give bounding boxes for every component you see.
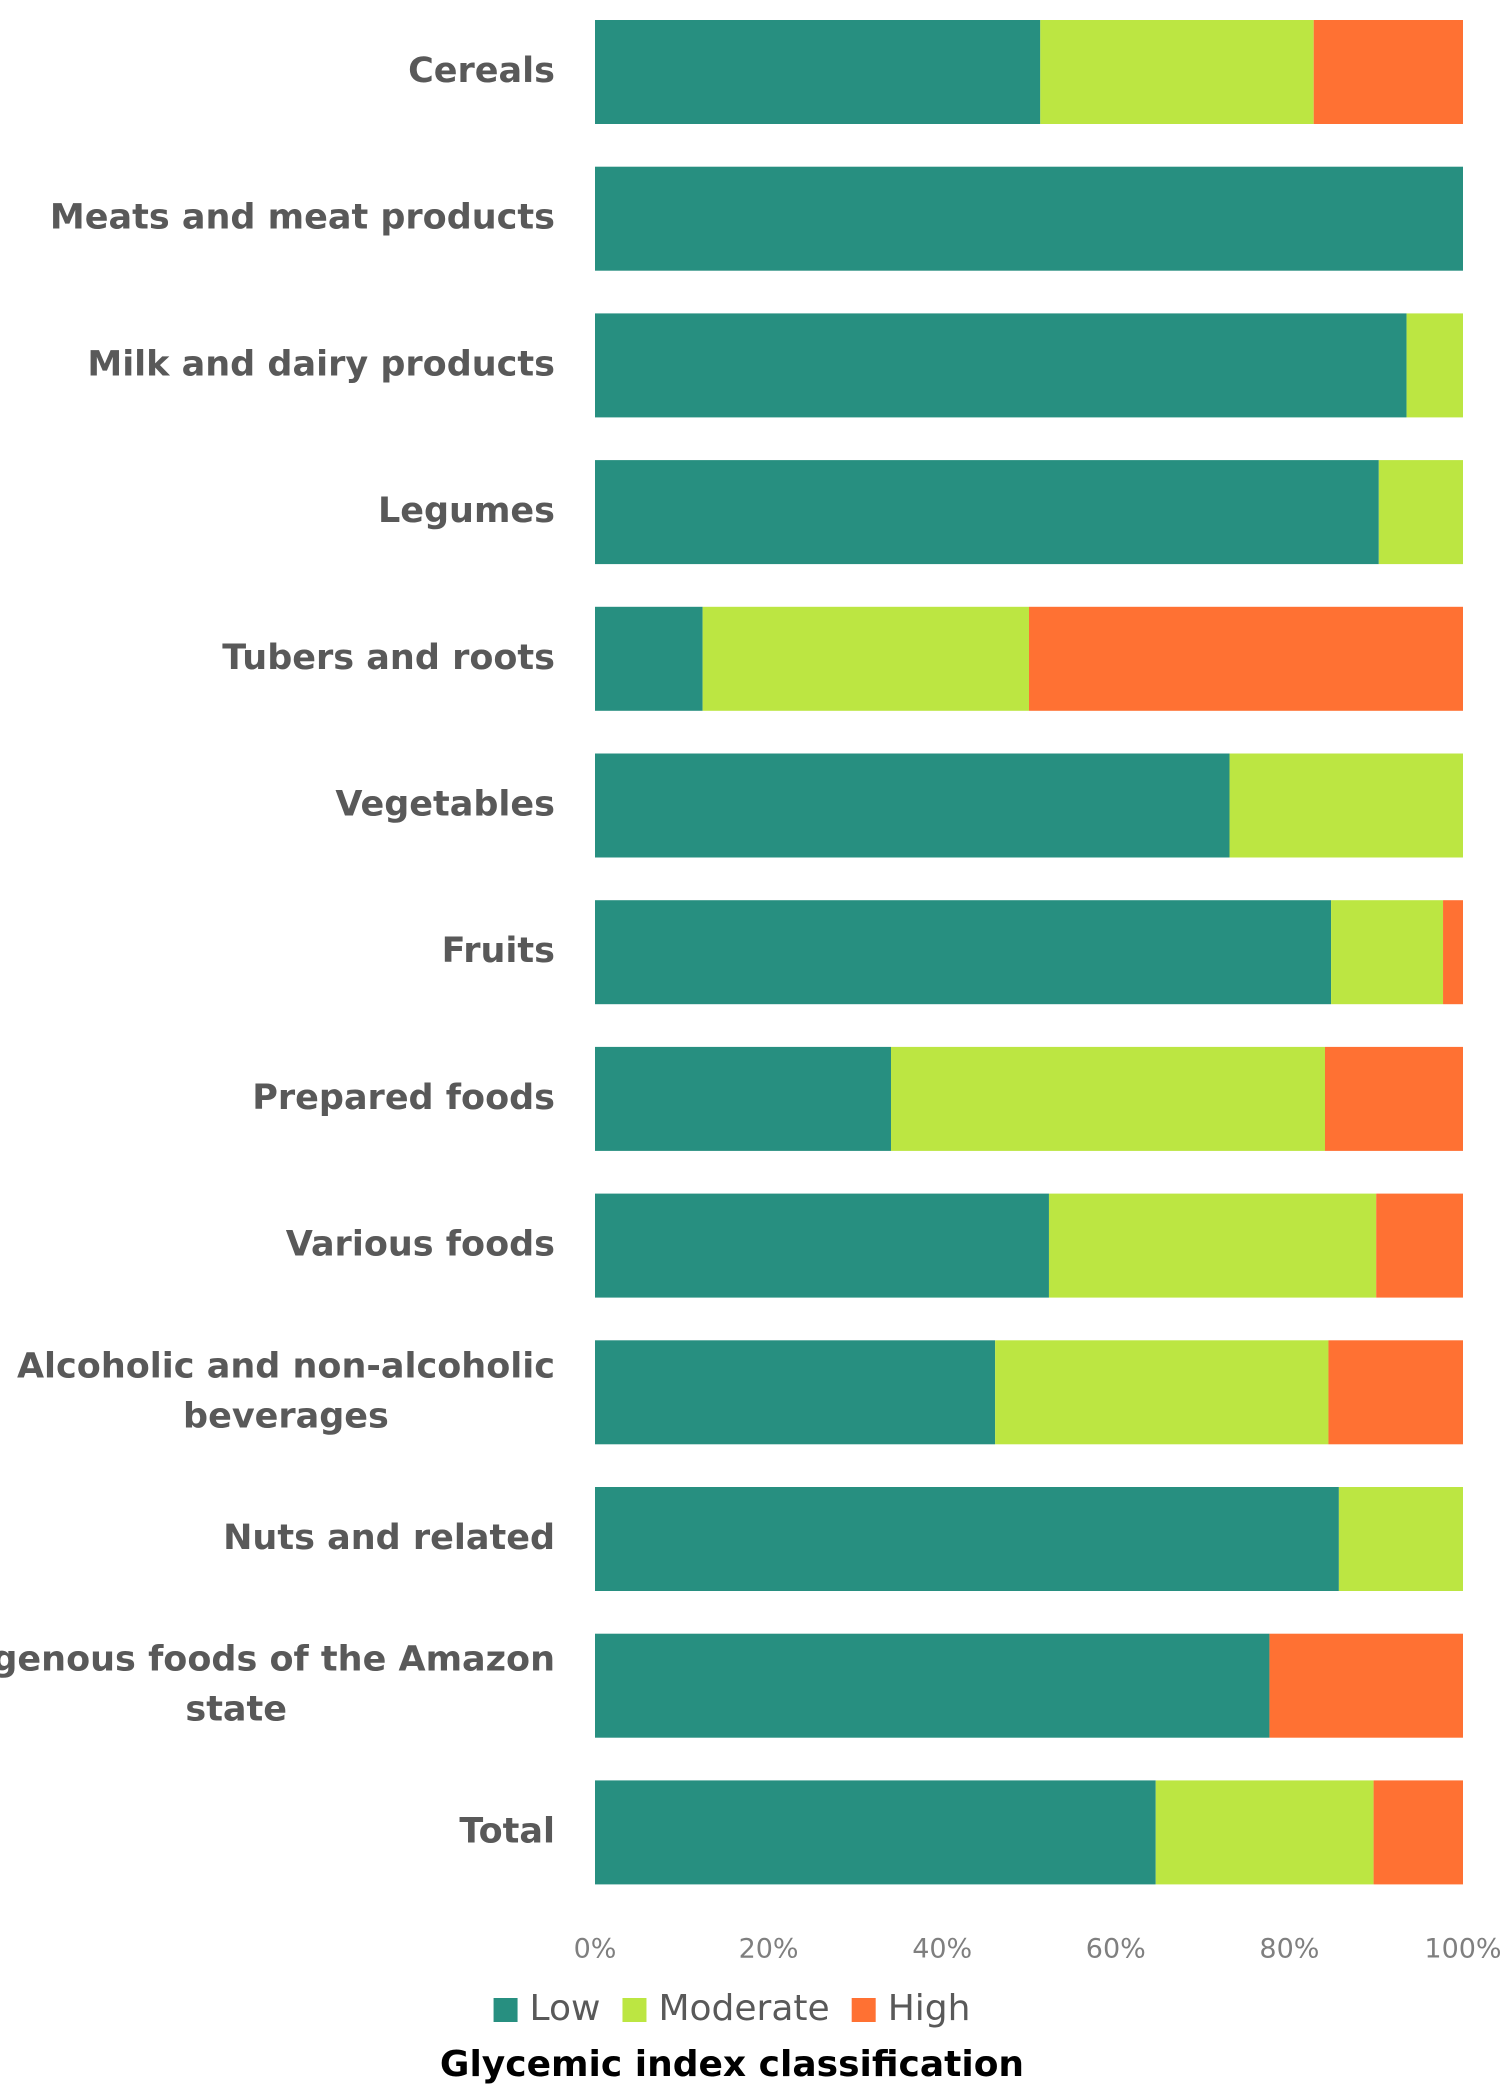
- category-label-2: Milk and dairy products: [87, 344, 555, 384]
- x-tick-label-2: 40%: [912, 1934, 972, 1965]
- category-label-3: Legumes: [378, 491, 555, 531]
- bar-low-4: [595, 606, 703, 711]
- bar-moderate-8: [1048, 1193, 1377, 1298]
- category-label-6: Fruits: [442, 931, 555, 971]
- legend-label-high: High: [888, 1988, 971, 2029]
- bar-low-6: [595, 900, 1332, 1005]
- bar-moderate-6: [1331, 900, 1444, 1005]
- x-tick-label-3: 60%: [1086, 1934, 1146, 1965]
- bar-moderate-4: [702, 606, 1029, 711]
- bar-moderate-2: [1406, 313, 1463, 418]
- bar-moderate-9: [995, 1340, 1329, 1445]
- x-tick-label-5: 100%: [1424, 1934, 1500, 1965]
- bar-moderate-0: [1040, 20, 1314, 124]
- bar-low-9: [595, 1340, 996, 1445]
- category-label-8: Various foods: [286, 1225, 555, 1265]
- x-tick-label-4: 80%: [1259, 1934, 1319, 1965]
- bar-moderate-10: [1338, 1487, 1463, 1591]
- bar-high-7: [1324, 1046, 1463, 1151]
- category-label-9-line0: Alcoholic and non-alcoholic: [17, 1346, 555, 1386]
- category-label-12: Total: [459, 1811, 555, 1851]
- legend-label-low: Low: [530, 1988, 601, 2029]
- bar-low-5: [595, 753, 1230, 858]
- bar-high-6: [1443, 900, 1463, 1005]
- bar-low-0: [595, 20, 1041, 124]
- x-tick-label-0: 0%: [574, 1934, 617, 1965]
- bar-low-8: [595, 1193, 1049, 1298]
- category-label-0: Cereals: [408, 51, 555, 91]
- category-label-5: Vegetables: [335, 785, 555, 825]
- bar-high-11: [1269, 1633, 1463, 1738]
- legend-label-moderate: Moderate: [658, 1988, 829, 2029]
- bar-low-3: [595, 460, 1379, 565]
- x-axis-title: Glycemic index classification: [440, 2044, 1024, 2085]
- category-label-10: Nuts and related: [223, 1518, 555, 1558]
- category-label-4: Tubers and roots: [222, 638, 555, 678]
- bar-moderate-5: [1229, 753, 1463, 858]
- bar-high-8: [1376, 1193, 1463, 1298]
- bar-high-9: [1328, 1340, 1463, 1445]
- bar-high-4: [1029, 606, 1463, 711]
- bar-low-11: [595, 1633, 1270, 1738]
- bar-low-2: [595, 313, 1407, 418]
- bar-low-7: [595, 1046, 891, 1151]
- bar-low-10: [595, 1487, 1339, 1591]
- bar-moderate-7: [890, 1046, 1325, 1151]
- legend-swatch-high: [851, 1998, 876, 2022]
- category-label-1: Meats and meat products: [50, 198, 555, 238]
- category-label-7: Prepared foods: [252, 1078, 555, 1118]
- bar-moderate-12: [1155, 1780, 1374, 1885]
- bar-moderate-3: [1378, 460, 1463, 565]
- category-label-11-line1: state: [185, 1690, 287, 1730]
- x-tick-label-1: 20%: [739, 1934, 799, 1965]
- bar-low-1: [595, 166, 1463, 271]
- bar-high-12: [1373, 1780, 1463, 1885]
- category-label-11-line0: Indigenous foods of the Amazon: [0, 1640, 555, 1680]
- legend-swatch-moderate: [622, 1998, 647, 2022]
- legend-swatch-low: [493, 1998, 518, 2022]
- bar-high-0: [1313, 20, 1463, 124]
- bar-low-12: [595, 1780, 1156, 1885]
- category-label-9-line1: beverages: [183, 1396, 389, 1436]
